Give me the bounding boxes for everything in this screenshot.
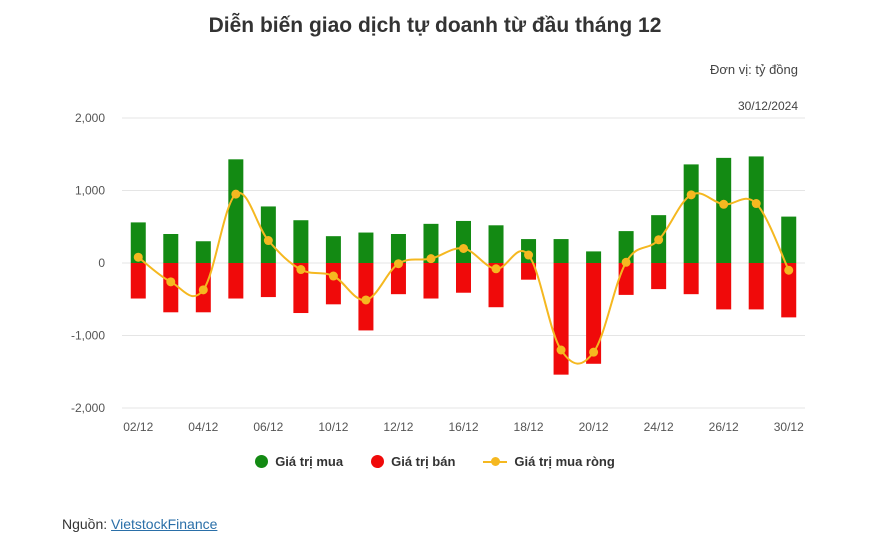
y-tick-label: 1,000 <box>75 184 105 198</box>
source-link[interactable]: VietstockFinance <box>111 516 218 532</box>
sell-bar <box>553 263 569 375</box>
sell-bar <box>260 263 276 298</box>
sell-bar <box>781 263 797 318</box>
legend-item-sell[interactable]: Giá trị bán <box>371 454 455 469</box>
y-tick-label: 2,000 <box>75 111 105 125</box>
sell-bar <box>488 263 504 308</box>
y-tick-label: -1,000 <box>71 329 105 343</box>
buy-bar <box>325 236 341 263</box>
net-point <box>784 265 794 275</box>
sell-bar <box>618 263 634 295</box>
buy-bar <box>358 232 374 263</box>
sell-bar <box>651 263 667 290</box>
x-tick-label: 20/12 <box>579 420 609 434</box>
legend-label-buy: Giá trị mua <box>275 454 344 469</box>
x-tick-label: 24/12 <box>644 420 674 434</box>
sell-bar <box>683 263 699 295</box>
sell-bar <box>456 263 471 293</box>
legend-item-buy[interactable]: Giá trị mua <box>255 454 343 469</box>
buy-bar <box>260 206 276 263</box>
x-tick-label: 12/12 <box>383 420 413 434</box>
net-point <box>426 254 436 264</box>
x-tick-label: 26/12 <box>709 420 739 434</box>
net-point <box>133 252 143 262</box>
net-point <box>524 250 534 260</box>
net-point <box>231 189 241 199</box>
chart-legend: Giá trị mua Giá trị bán Giá trị mua ròng <box>0 454 870 469</box>
legend-label-net: Giá trị mua ròng <box>514 454 615 469</box>
net-point <box>166 277 176 287</box>
buy-bar <box>130 222 146 263</box>
buy-swatch-icon <box>255 455 269 468</box>
buy-bar <box>586 251 602 263</box>
sell-bar <box>716 263 732 310</box>
net-point <box>198 285 208 295</box>
x-tick-label: 18/12 <box>514 420 544 434</box>
net-point <box>328 271 338 281</box>
legend-label-sell: Giá trị bán <box>391 454 456 469</box>
net-point <box>361 295 371 305</box>
net-point <box>621 257 631 267</box>
sell-bar <box>130 263 146 299</box>
legend-item-net[interactable]: Giá trị mua ròng <box>483 454 615 469</box>
chart-title: Diễn biến giao dịch tự doanh từ đầu thán… <box>208 14 662 37</box>
sell-bar <box>228 263 244 299</box>
sell-bar <box>390 263 406 295</box>
x-tick-label: 06/12 <box>253 420 283 434</box>
sell-bar <box>423 263 439 299</box>
sell-bar <box>163 263 179 313</box>
buy-bar <box>423 223 439 263</box>
net-point <box>263 236 273 246</box>
net-point <box>393 259 403 269</box>
sell-bar <box>586 263 602 364</box>
x-tick-label: 04/12 <box>188 420 218 434</box>
net-point <box>491 264 501 274</box>
source-prefix: Nguồn: <box>62 516 112 532</box>
sell-bar <box>748 263 764 310</box>
net-point <box>751 199 761 209</box>
sell-bar <box>325 263 341 305</box>
sell-bar <box>521 263 537 280</box>
net-point <box>459 244 468 253</box>
buy-bar <box>228 159 244 263</box>
net-point <box>719 199 729 209</box>
y-tick-label: 0 <box>98 256 105 270</box>
net-point <box>556 345 566 355</box>
net-point <box>589 347 599 357</box>
x-tick-label: 10/12 <box>318 420 348 434</box>
sell-bar <box>293 263 309 314</box>
buy-bar <box>390 234 406 263</box>
buy-bar <box>488 225 504 263</box>
x-tick-label: 02/12 <box>123 420 153 434</box>
buy-bar <box>748 156 764 263</box>
date-label: 30/12/2024 <box>737 99 798 113</box>
buy-bar <box>293 220 309 263</box>
buy-bar <box>716 157 732 263</box>
y-tick-label: -2,000 <box>71 401 105 415</box>
net-point <box>686 190 696 200</box>
buy-bar <box>553 239 569 263</box>
unit-label: Đơn vị: tỷ đồng <box>709 62 798 77</box>
x-tick-label: 16/12 <box>448 420 478 434</box>
buy-bar <box>195 241 211 263</box>
net-line-swatch-icon <box>483 455 508 468</box>
x-tick-label: 30/12 <box>774 420 804 434</box>
net-point <box>654 235 664 245</box>
chart-plot: 2,000 1,000 0 -1,000 -2,000 02/12 04/12 06/12 10… <box>71 111 805 434</box>
net-point <box>296 265 306 275</box>
buy-bar <box>781 216 797 263</box>
buy-bar <box>618 231 634 263</box>
buy-bar <box>163 234 179 263</box>
buy-bar <box>456 220 471 263</box>
source-note: Nguồn: VietstockFinance <box>62 516 217 532</box>
sell-swatch-icon <box>371 455 385 468</box>
buy-bar <box>683 164 699 263</box>
